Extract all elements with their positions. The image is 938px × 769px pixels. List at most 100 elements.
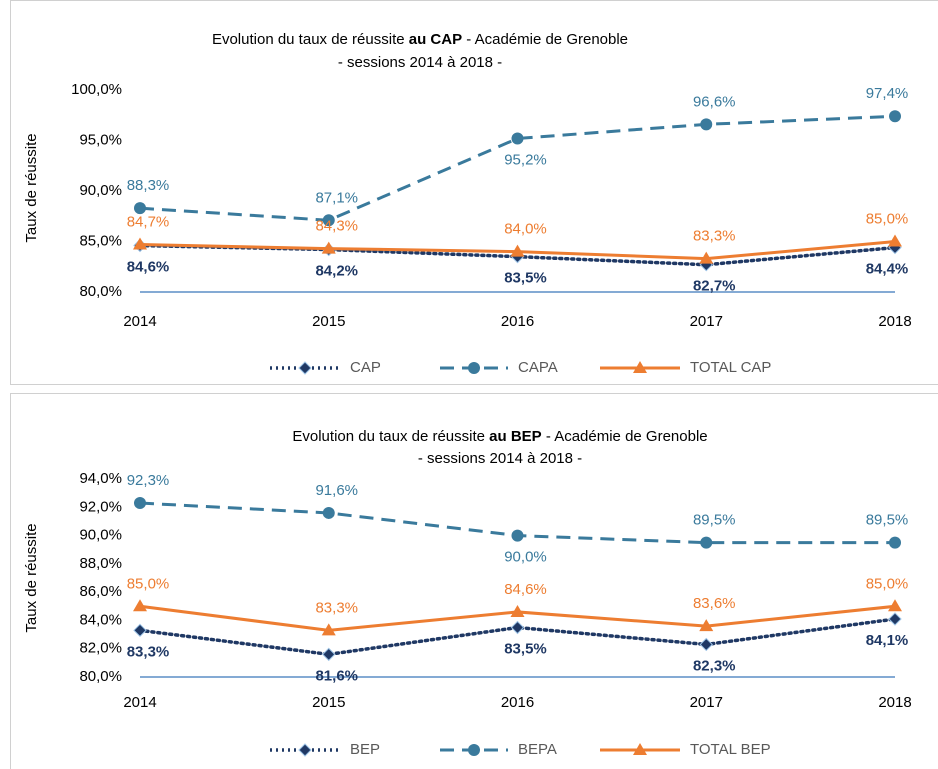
data-label: 84,7% xyxy=(127,213,170,230)
y-tick-label: 84,0% xyxy=(79,611,122,628)
series-line xyxy=(139,114,896,222)
data-label: 87,1% xyxy=(315,189,358,206)
chart-subtitle: - sessions 2014 à 2018 - xyxy=(338,54,502,71)
data-label: 85,0% xyxy=(866,210,909,227)
legend-marker xyxy=(468,744,480,756)
marker xyxy=(699,251,714,264)
data-label: 84,1% xyxy=(866,632,909,649)
chart-title: Evolution du taux de réussite au CAP - A… xyxy=(212,31,628,48)
data-label: 83,3% xyxy=(693,228,736,245)
marker xyxy=(889,536,901,549)
y-tick-label: 90,0% xyxy=(79,527,122,544)
x-tick-label: 2015 xyxy=(312,694,345,711)
data-label: 92,3% xyxy=(127,472,170,489)
marker xyxy=(322,647,336,662)
y-tick-label: 80,0% xyxy=(79,283,122,300)
data-label: 85,0% xyxy=(866,575,909,592)
data-label: 89,5% xyxy=(693,512,736,529)
data-label: 89,5% xyxy=(866,512,909,529)
marker xyxy=(888,612,902,626)
legend-marker xyxy=(633,361,647,373)
x-tick-label: 2017 xyxy=(690,694,723,711)
y-tick-label: 82,0% xyxy=(79,640,122,657)
data-label: 84,3% xyxy=(315,218,358,235)
marker xyxy=(134,497,146,510)
data-label: 84,2% xyxy=(315,263,358,280)
x-tick-label: 2016 xyxy=(501,313,534,330)
marker xyxy=(510,620,525,635)
legend-marker xyxy=(298,361,312,375)
legend-label: TOTAL BEP xyxy=(690,741,771,758)
data-label: 95,2% xyxy=(504,151,547,168)
data-label: 84,6% xyxy=(504,581,547,598)
y-axis-label: Taux de réussite xyxy=(23,133,40,242)
marker xyxy=(699,619,714,632)
marker xyxy=(699,637,713,652)
data-label: 83,5% xyxy=(504,640,547,657)
y-tick-label: 100,0% xyxy=(71,81,122,98)
data-label: 81,6% xyxy=(315,667,358,684)
legend-marker xyxy=(468,362,480,374)
legend-label: TOTAL CAP xyxy=(690,359,771,376)
data-label: 82,7% xyxy=(693,278,736,295)
legend-label: CAP xyxy=(350,359,381,376)
data-label: 84,6% xyxy=(127,259,170,276)
title-part: - Académie de Grenoble xyxy=(466,31,628,48)
data-label: 91,6% xyxy=(315,482,358,499)
title-part: - Académie de Grenoble xyxy=(546,428,708,445)
legend-marker xyxy=(298,743,312,757)
marker xyxy=(510,244,525,257)
y-tick-label: 80,0% xyxy=(79,668,122,685)
x-tick-label: 2018 xyxy=(878,694,911,711)
marker xyxy=(133,237,147,250)
title-part: au BEP xyxy=(489,428,542,445)
data-label: 83,6% xyxy=(693,595,736,612)
y-tick-label: 94,0% xyxy=(79,470,122,487)
y-axis-label: Taux de réussite xyxy=(23,523,40,632)
title-part: Evolution du taux de réussite xyxy=(292,428,485,445)
title-part: Evolution du taux de réussite xyxy=(212,31,405,48)
legend-marker xyxy=(633,743,647,755)
data-label: 88,3% xyxy=(127,177,170,194)
title-part: au CAP xyxy=(409,31,462,48)
marker xyxy=(322,506,335,519)
data-label: 90,0% xyxy=(504,549,547,566)
marker xyxy=(322,214,335,227)
chart-panel xyxy=(10,393,938,769)
marker xyxy=(511,132,524,145)
x-tick-label: 2018 xyxy=(878,313,911,330)
marker xyxy=(510,604,525,617)
y-tick-label: 92,0% xyxy=(79,498,122,515)
marker xyxy=(134,202,146,215)
x-tick-label: 2014 xyxy=(123,694,156,711)
x-tick-label: 2014 xyxy=(123,313,156,330)
marker xyxy=(700,536,713,549)
y-tick-label: 90,0% xyxy=(79,182,122,199)
x-tick-label: 2015 xyxy=(312,313,345,330)
data-label: 84,4% xyxy=(866,261,909,278)
data-label: 96,6% xyxy=(693,93,736,110)
chart-subtitle: - sessions 2014 à 2018 - xyxy=(418,450,582,467)
legend-label: BEPA xyxy=(518,741,557,758)
y-tick-label: 85,0% xyxy=(79,232,122,249)
x-tick-label: 2016 xyxy=(501,694,534,711)
chart-title: Evolution du taux de réussite au BEP - A… xyxy=(292,428,707,445)
y-tick-label: 95,0% xyxy=(79,131,122,148)
marker xyxy=(511,529,524,542)
legend-label: CAPA xyxy=(518,359,558,376)
x-tick-label: 2017 xyxy=(690,313,723,330)
data-label: 83,3% xyxy=(127,643,170,660)
data-label: 85,0% xyxy=(127,575,170,592)
chart-panel xyxy=(10,0,938,385)
y-tick-label: 86,0% xyxy=(79,583,122,600)
marker xyxy=(889,110,901,123)
marker xyxy=(133,623,147,638)
data-label: 83,5% xyxy=(504,270,547,287)
data-label: 82,3% xyxy=(693,657,736,674)
data-label: 97,4% xyxy=(866,85,909,102)
marker xyxy=(321,241,336,254)
marker xyxy=(888,599,902,612)
marker xyxy=(133,599,147,612)
marker xyxy=(888,234,902,247)
